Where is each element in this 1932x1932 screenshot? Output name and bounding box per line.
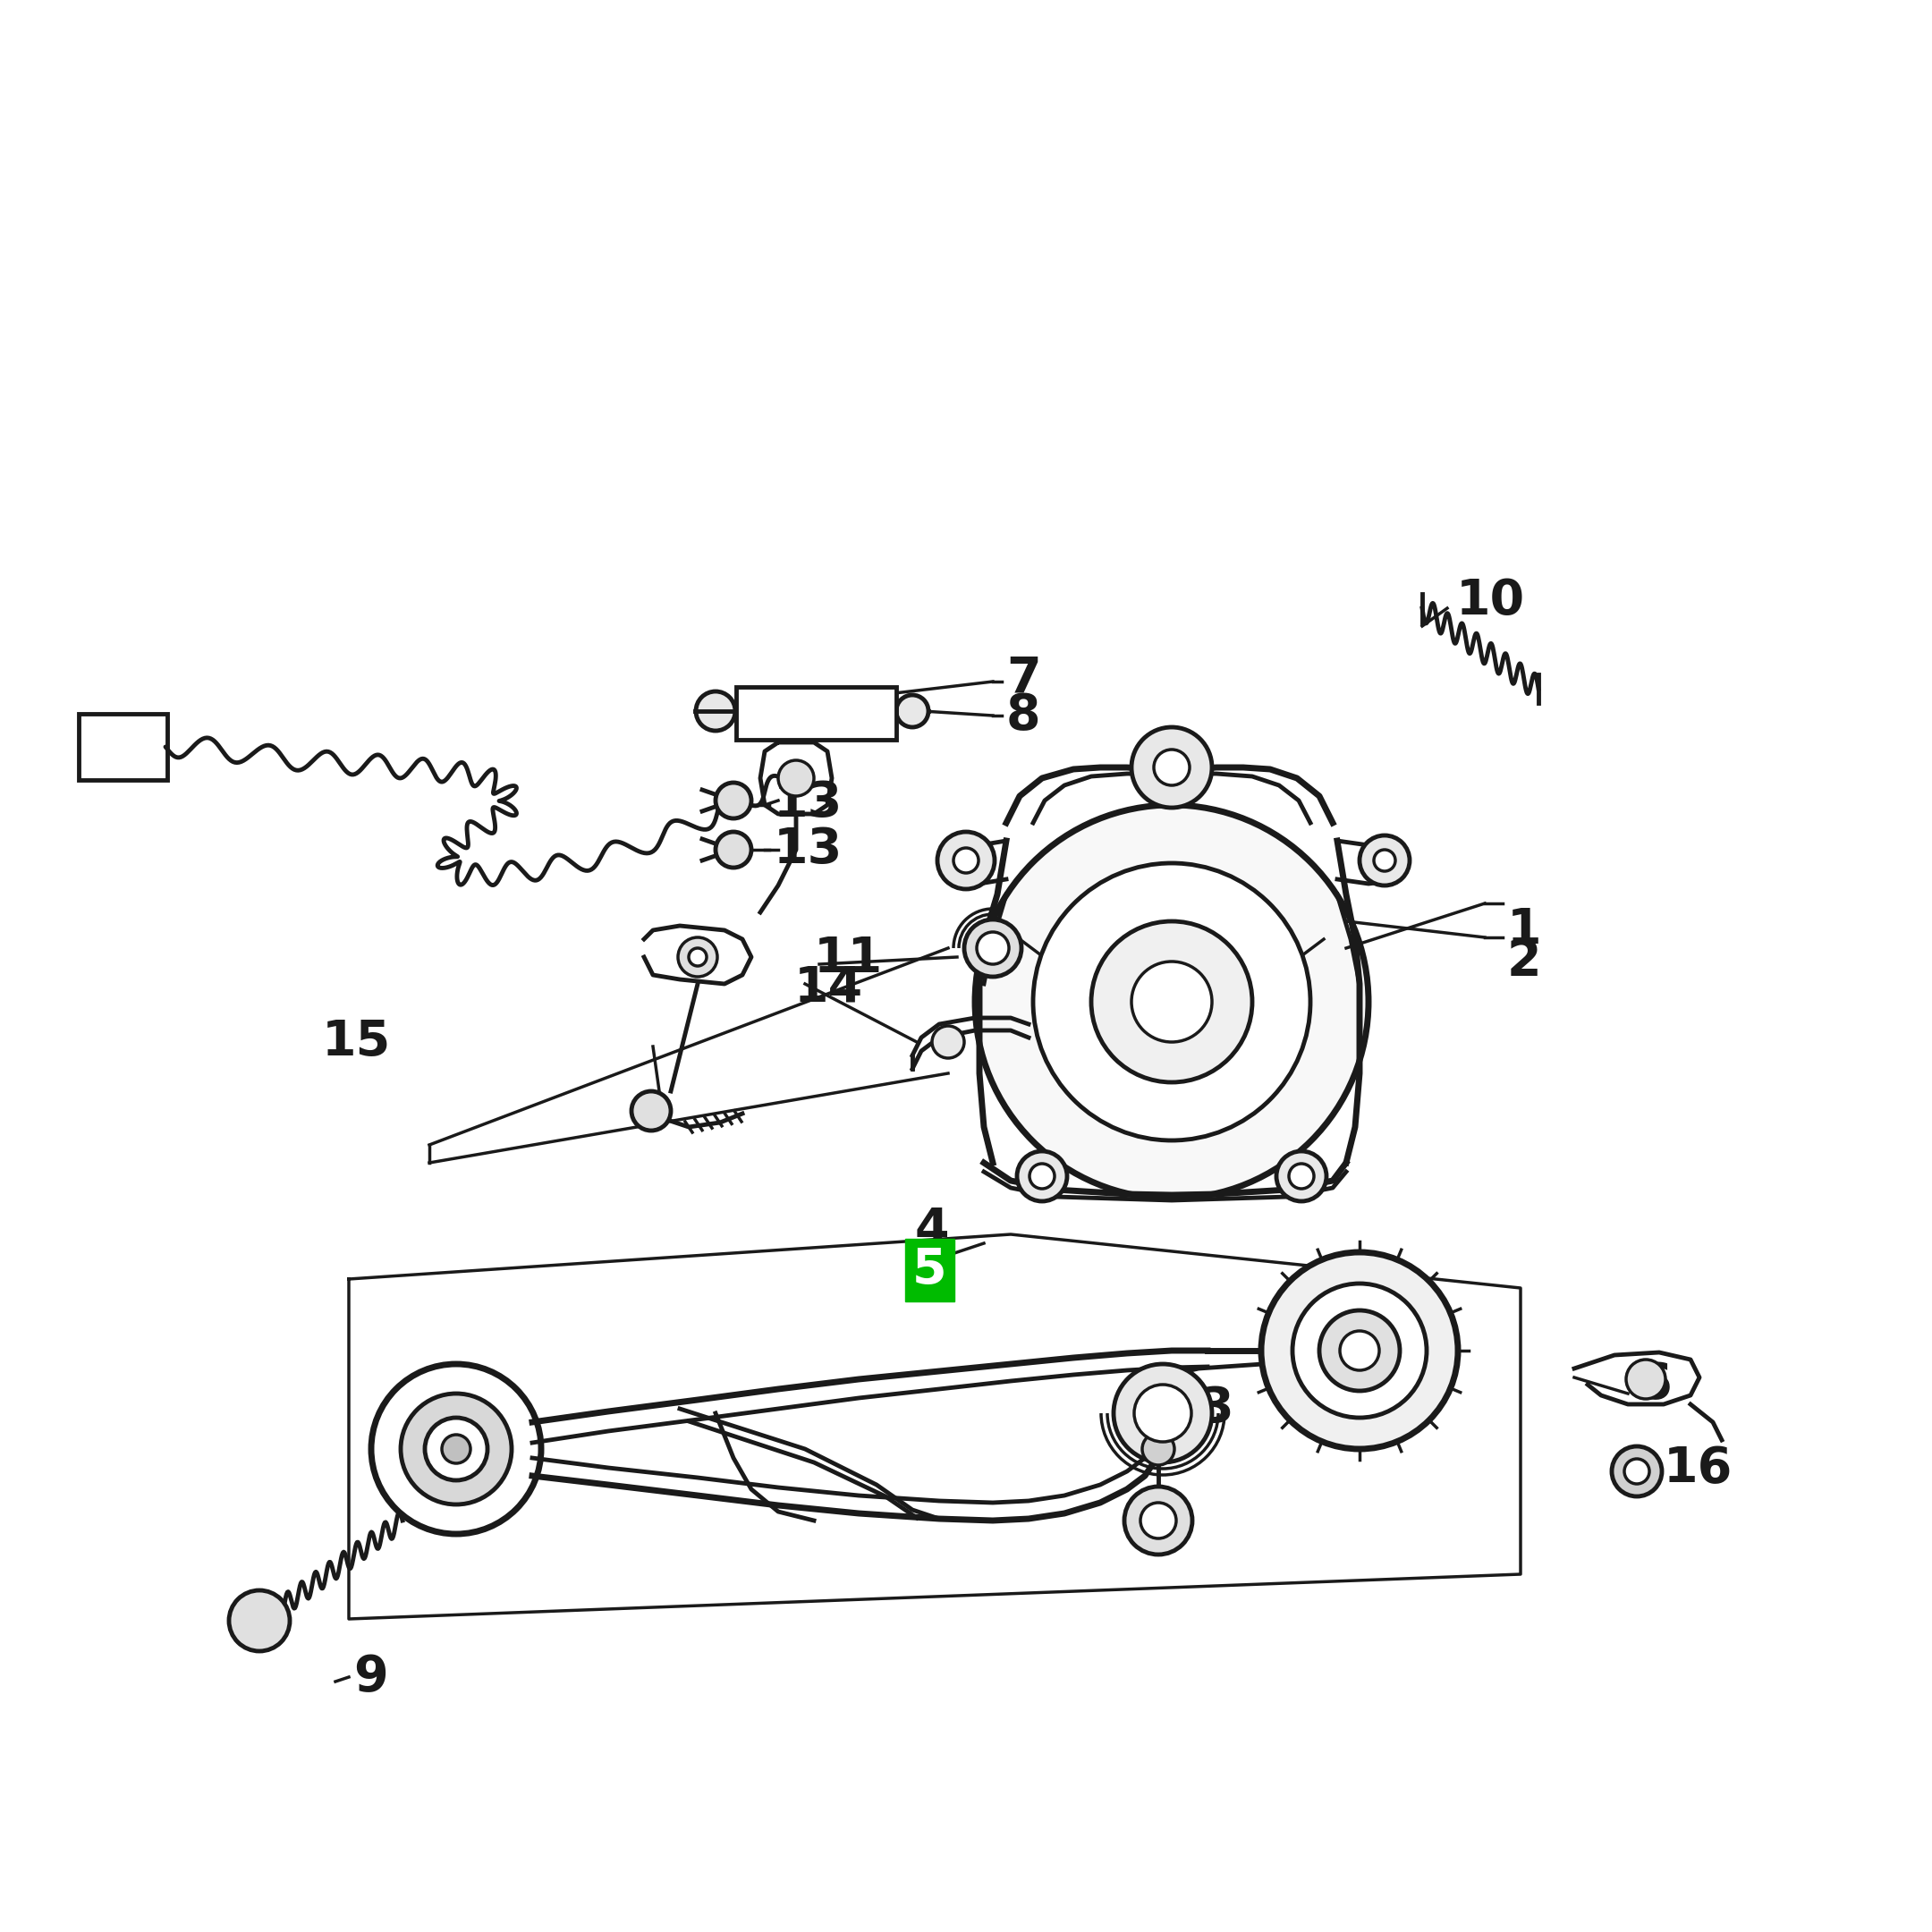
Circle shape bbox=[937, 833, 995, 889]
Circle shape bbox=[978, 931, 1009, 964]
Circle shape bbox=[425, 1418, 487, 1480]
Circle shape bbox=[896, 696, 929, 726]
Circle shape bbox=[1320, 1310, 1401, 1391]
Circle shape bbox=[688, 949, 707, 966]
Circle shape bbox=[1030, 1163, 1055, 1188]
Circle shape bbox=[1113, 1364, 1211, 1463]
Circle shape bbox=[1124, 1486, 1192, 1555]
Circle shape bbox=[1360, 835, 1410, 885]
Text: 4: 4 bbox=[916, 1206, 949, 1254]
Text: 6: 6 bbox=[1636, 1360, 1671, 1408]
Circle shape bbox=[1625, 1459, 1650, 1484]
Circle shape bbox=[1132, 726, 1211, 808]
Text: 2: 2 bbox=[1507, 937, 1542, 985]
Circle shape bbox=[1016, 1151, 1066, 1202]
Text: 5: 5 bbox=[912, 1246, 947, 1294]
Text: 11: 11 bbox=[813, 935, 883, 983]
Circle shape bbox=[632, 1092, 670, 1130]
Circle shape bbox=[400, 1393, 512, 1505]
Circle shape bbox=[1153, 750, 1190, 784]
Text: 1: 1 bbox=[1507, 906, 1542, 954]
Circle shape bbox=[1034, 864, 1310, 1140]
Circle shape bbox=[1341, 1331, 1379, 1370]
Circle shape bbox=[1134, 1385, 1192, 1441]
Circle shape bbox=[1611, 1447, 1662, 1497]
Text: 7: 7 bbox=[1007, 653, 1041, 701]
Circle shape bbox=[779, 761, 813, 796]
Circle shape bbox=[1140, 1503, 1177, 1538]
Circle shape bbox=[931, 1026, 964, 1059]
Circle shape bbox=[1627, 1360, 1665, 1399]
Text: 13: 13 bbox=[773, 779, 842, 827]
Text: 15: 15 bbox=[323, 1018, 390, 1066]
Circle shape bbox=[715, 833, 752, 867]
Circle shape bbox=[1289, 1163, 1314, 1188]
Text: 9: 9 bbox=[354, 1654, 388, 1702]
Text: 3: 3 bbox=[1198, 1385, 1233, 1434]
Circle shape bbox=[678, 937, 717, 978]
Circle shape bbox=[1262, 1252, 1459, 1449]
Circle shape bbox=[976, 806, 1368, 1198]
Circle shape bbox=[696, 692, 736, 730]
Circle shape bbox=[1092, 922, 1252, 1082]
Circle shape bbox=[1142, 1434, 1175, 1464]
Text: 13: 13 bbox=[773, 825, 842, 873]
Circle shape bbox=[1374, 850, 1395, 871]
Text: 10: 10 bbox=[1457, 578, 1524, 626]
Circle shape bbox=[1132, 962, 1211, 1041]
Text: 14: 14 bbox=[794, 964, 864, 1012]
FancyBboxPatch shape bbox=[736, 688, 896, 740]
FancyBboxPatch shape bbox=[79, 713, 168, 781]
Circle shape bbox=[964, 920, 1022, 978]
Circle shape bbox=[442, 1435, 471, 1463]
Text: 8: 8 bbox=[1007, 692, 1041, 740]
Circle shape bbox=[954, 848, 978, 873]
Circle shape bbox=[1293, 1283, 1426, 1418]
Circle shape bbox=[1277, 1151, 1327, 1202]
Circle shape bbox=[230, 1590, 290, 1652]
Circle shape bbox=[715, 782, 752, 819]
Circle shape bbox=[371, 1364, 541, 1534]
Text: 16: 16 bbox=[1663, 1445, 1733, 1493]
